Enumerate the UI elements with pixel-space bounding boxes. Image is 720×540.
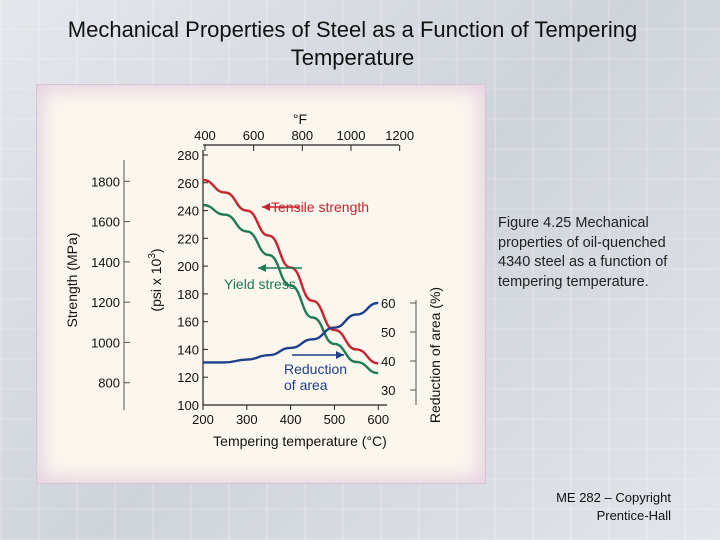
- y-right-tick-label: 50: [381, 325, 395, 340]
- y-outer-tick-label: 1000: [91, 335, 120, 350]
- top-tick-label: 1200: [385, 128, 414, 143]
- top-axis-label: °F: [293, 111, 307, 127]
- copyright: ME 282 – Copyright Prentice-Hall: [556, 489, 671, 525]
- figure-frame: [36, 84, 486, 484]
- series-line-2: [202, 203, 379, 375]
- slide-title: Mechanical Properties of Steel as a Func…: [67, 17, 638, 70]
- y-outer-tick-label: 1200: [91, 295, 120, 310]
- y-inner-tick-label: 120: [177, 370, 199, 385]
- y-axis-label-mpa: Strength (MPa): [64, 233, 80, 328]
- y-outer-tick-label: 1800: [91, 174, 120, 189]
- reduction-label-1: Reduction: [284, 361, 347, 377]
- top-tick-label: 1000: [337, 128, 366, 143]
- top-tick-label: 800: [291, 128, 313, 143]
- y-inner-tick-label: 140: [177, 342, 199, 357]
- x-tick-label: 500: [324, 412, 346, 427]
- top-tick-label: 400: [194, 128, 216, 143]
- yield-label: Yield stress: [224, 276, 296, 292]
- x-tick-label: 200: [192, 412, 214, 427]
- y-inner-tick-label: 220: [177, 231, 199, 246]
- series-line-3: [203, 301, 379, 364]
- y-inner-tick-label: 180: [177, 287, 199, 302]
- tensile-label: Tensile strength: [271, 199, 369, 215]
- x-tick-label: 600: [367, 412, 389, 427]
- y-outer-tick-label: 1400: [91, 255, 120, 270]
- copyright-line-1: ME 282 – Copyright: [556, 490, 671, 505]
- y-axis-label-right: Reduction of area (%): [427, 287, 443, 423]
- y-inner-tick-label: 240: [177, 204, 199, 219]
- y-inner-tick-label: 200: [177, 259, 199, 274]
- x-tick-label: 300: [236, 412, 258, 427]
- reduction-label-2: of area: [284, 377, 328, 393]
- y-right-tick-label: 60: [381, 296, 395, 311]
- y-right-tick-label: 30: [381, 383, 395, 398]
- top-tick-label: 600: [243, 128, 265, 143]
- y-right-tick-label: 40: [381, 354, 395, 369]
- y-inner-tick-label: 280: [177, 148, 199, 163]
- tensile-arrow-head: [262, 203, 270, 211]
- y-outer-tick-label: 1600: [91, 215, 120, 230]
- reduction-arrow-head: [336, 351, 344, 359]
- x-tick-label: 400: [280, 412, 302, 427]
- y-outer-tick-label: 800: [98, 376, 120, 391]
- x-axis-label: Tempering temperature (°C): [213, 433, 387, 449]
- y-inner-tick-label: 100: [177, 398, 199, 413]
- copyright-line-2: Prentice-Hall: [596, 508, 671, 523]
- y-axis-label-ksi: (psi x 103): [147, 248, 164, 311]
- y-inner-tick-label: 260: [177, 176, 199, 191]
- y-inner-tick-label: 160: [177, 315, 199, 330]
- yield-arrow-head: [258, 264, 266, 272]
- figure-caption: Figure 4.25 Mechanical properties of oil…: [498, 215, 668, 290]
